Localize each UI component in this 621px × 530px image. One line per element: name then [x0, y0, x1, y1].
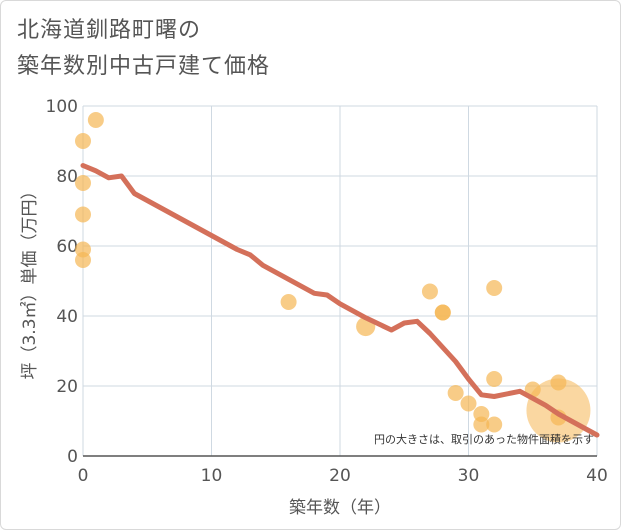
data-point — [486, 371, 503, 387]
grid-lines — [82, 105, 598, 457]
data-point — [87, 112, 104, 128]
x-tick-label: 0 — [78, 466, 89, 486]
x-tick-label: 40 — [586, 466, 608, 486]
x-tick-labels: 0 10 20 30 40 — [78, 466, 608, 486]
y-tick-label: 0 — [67, 447, 78, 467]
data-point — [526, 378, 591, 443]
data-point — [421, 283, 438, 300]
trend-line — [80, 163, 600, 438]
x-tick-label: 10 — [201, 466, 223, 486]
chart-title-line2: 築年数別中古戸建て価格 — [17, 54, 271, 79]
y-tick-label: 60 — [56, 237, 78, 257]
x-tick-label: 20 — [329, 466, 351, 486]
chart-title: 北海道釧路町曙の 築年数別中古戸建て価格 — [17, 13, 270, 85]
x-axis-title: 築年数（年） — [289, 498, 391, 518]
data-point — [75, 206, 91, 223]
y-axis-title: 坪（3.3㎡）単価（万円） — [20, 182, 40, 379]
data-point — [447, 385, 464, 401]
size-note: 円の大きさは、取引のあった物件面積を示す — [374, 432, 594, 446]
data-point — [473, 416, 490, 433]
data-point — [75, 133, 91, 149]
data-point — [75, 252, 91, 268]
data-point — [75, 175, 91, 191]
y-tick-labels: 0 20 40 60 80 100 — [46, 97, 78, 467]
y-tick-label: 100 — [46, 97, 78, 117]
data-point — [434, 304, 451, 321]
chart-title-line1: 北海道釧路町曙の — [17, 18, 202, 43]
data-point — [486, 416, 503, 433]
data-point — [460, 395, 477, 412]
y-tick-label: 20 — [56, 377, 78, 397]
y-tick-label: 80 — [56, 167, 78, 187]
data-point — [486, 280, 503, 296]
y-tick-label: 40 — [56, 307, 78, 327]
x-tick-label: 30 — [458, 466, 480, 486]
data-point — [280, 294, 297, 310]
